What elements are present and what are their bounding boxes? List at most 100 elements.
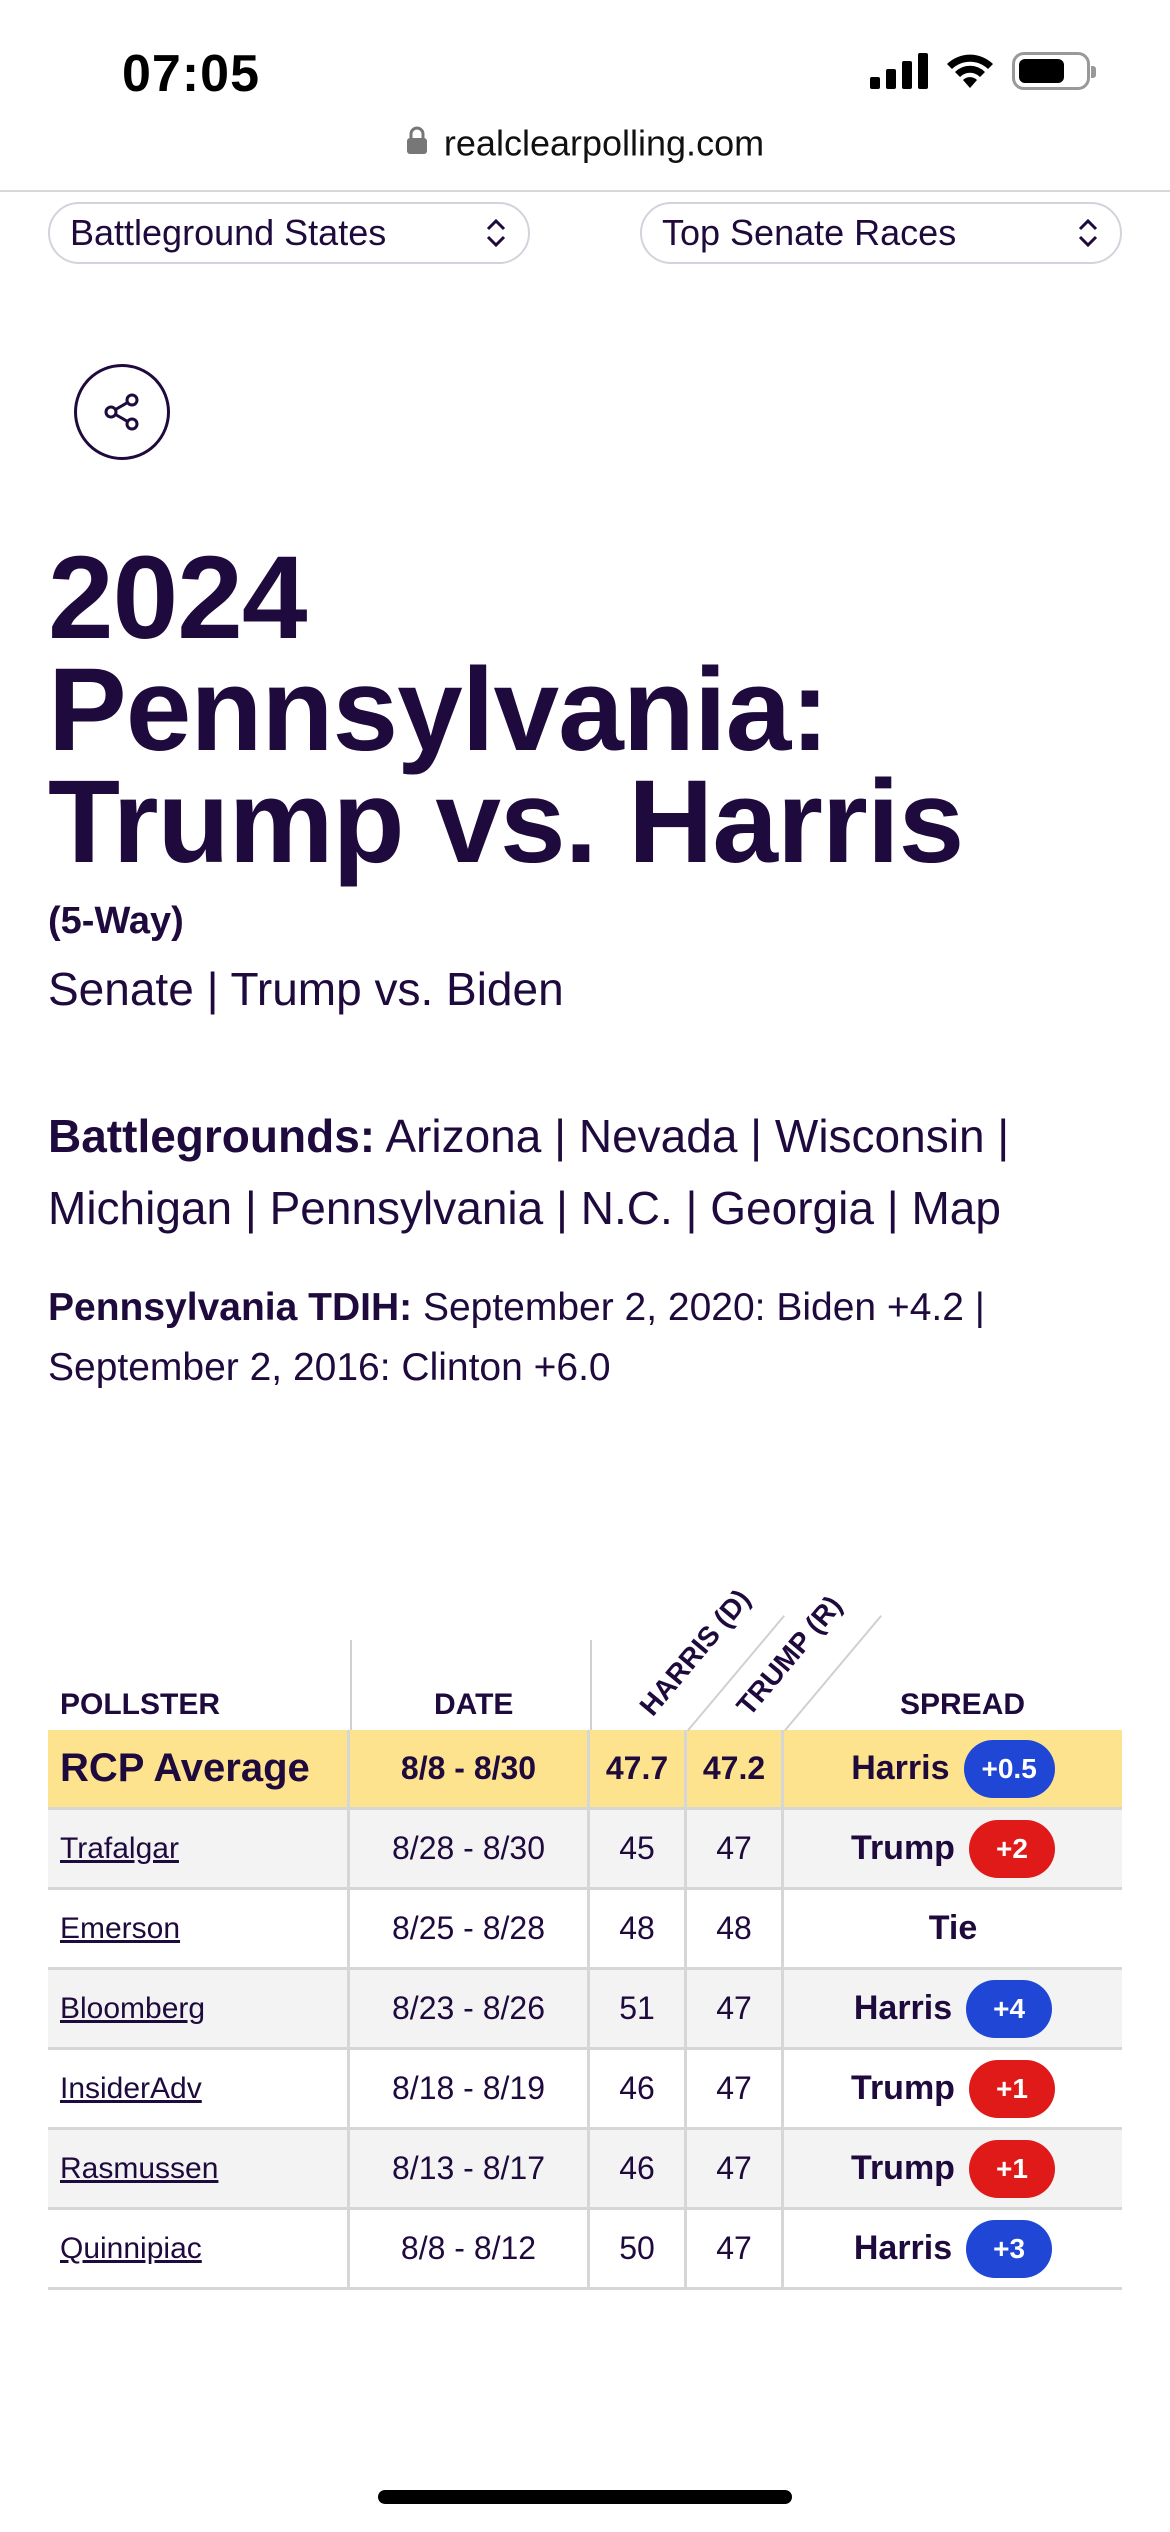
address-bar[interactable]: realclearpolling.com	[0, 120, 1170, 192]
spread-leader: Trump	[851, 2069, 955, 2107]
share-button[interactable]	[74, 364, 170, 460]
pollster-cell: RCP Average	[48, 1730, 350, 1807]
cellular-signal-icon	[870, 53, 928, 89]
pollster-header: POLLSTER	[60, 1688, 221, 1721]
date-cell: 8/25 - 8/28	[350, 1890, 590, 1967]
spread-leader: Harris	[853, 1989, 953, 2027]
pollster-link[interactable]: Rasmussen	[60, 2151, 219, 2185]
trump-cell: 47	[687, 2130, 784, 2207]
title-line: Pennsylvania:	[48, 644, 830, 776]
spread-badge: +0.5	[963, 1739, 1055, 1798]
chevron-updown-icon	[484, 215, 508, 251]
table-row: Emerson 8/25 - 8/28 48 48 Tie	[48, 1890, 1122, 1970]
pollster-link[interactable]: Trafalgar	[60, 1831, 179, 1865]
trump-cell: 47	[687, 1810, 784, 1887]
battery-icon	[1012, 52, 1096, 90]
pollster-cell: Trafalgar	[48, 1810, 350, 1887]
table-row: Rasmussen 8/13 - 8/17 46 47 Trump +1	[48, 2130, 1122, 2210]
harris-cell: 46	[590, 2130, 687, 2207]
poll-table: POLLSTER DATE HARRIS (D) TRUMP (R) SPREA…	[48, 1583, 1122, 2290]
pollster-cell: Bloomberg	[48, 1970, 350, 2047]
table-header: POLLSTER DATE HARRIS (D) TRUMP (R) SPREA…	[48, 1583, 1122, 1732]
url-text: realclearpolling.com	[443, 122, 765, 164]
spread-badge: +3	[966, 2219, 1053, 2278]
title-line: 2024	[48, 532, 308, 664]
spread-leader: Harris	[851, 1749, 950, 1787]
separator: |	[206, 963, 219, 1015]
battlegrounds-nav: Battlegrounds: Arizona | Nevada | Wiscon…	[48, 1110, 1010, 1234]
chevron-updown-icon	[1076, 215, 1100, 251]
table-row: Bloomberg 8/23 - 8/26 51 47 Harris +4	[48, 1970, 1122, 2050]
spread-leader: Harris	[853, 2229, 953, 2267]
harris-cell: 50	[590, 2210, 687, 2287]
spread-cell: Harris +0.5	[784, 1730, 1122, 1807]
harris-cell: 47.7	[590, 1730, 687, 1807]
battleground-link-pennsylvania[interactable]: Pennsylvania	[269, 1182, 544, 1234]
spread-cell: Harris +3	[784, 2210, 1122, 2287]
date-cell: 8/28 - 8/30	[350, 1810, 590, 1887]
spread-leader: Tie	[928, 1909, 978, 1947]
harris-cell: 46	[590, 2050, 687, 2127]
harris-cell: 48	[590, 1890, 687, 1967]
pollster-cell: Rasmussen	[48, 2130, 350, 2207]
battleground-link-arizona[interactable]: Arizona	[385, 1110, 542, 1162]
battleground-link-map[interactable]: Map	[911, 1182, 1001, 1234]
spread-badge: +2	[968, 1819, 1055, 1878]
column-divider	[590, 1640, 592, 1730]
divider	[0, 190, 1170, 192]
battleground-link-michigan[interactable]: Michigan	[48, 1182, 233, 1234]
spread-cell: Harris +4	[784, 1970, 1122, 2047]
battleground-link-nevada[interactable]: Nevada	[578, 1110, 738, 1162]
trump-vs-biden-link[interactable]: Trump vs. Biden	[230, 963, 564, 1015]
pollster-cell: Quinnipiac	[48, 2210, 350, 2287]
trump-cell: 47.2	[687, 1730, 784, 1807]
trump-cell: 47	[687, 2050, 784, 2127]
date-header: DATE	[434, 1688, 514, 1721]
tdih-entry[interactable]: September 2, 2020: Biden +4.2	[422, 1286, 964, 1329]
spread-leader: Trump	[851, 1829, 955, 1867]
lock-icon	[406, 122, 428, 164]
tdih-label: Pennsylvania TDIH:	[48, 1286, 413, 1329]
select-value: Top Senate Races	[662, 212, 957, 253]
battlegrounds-label: Battlegrounds:	[48, 1110, 376, 1162]
home-indicator[interactable]	[378, 2490, 792, 2504]
page-subtitle: (5-Way)	[48, 900, 184, 942]
table-row: Trafalgar 8/28 - 8/30 45 47 Trump +2	[48, 1810, 1122, 1890]
column-divider	[350, 1640, 352, 1730]
spread-header: SPREAD	[900, 1688, 1026, 1721]
harris-cell: 51	[590, 1970, 687, 2047]
spread-badge: +4	[966, 1979, 1053, 2038]
battleground-link-georgia[interactable]: Georgia	[710, 1182, 874, 1234]
battleground-link-wisconsin[interactable]: Wisconsin	[774, 1110, 985, 1162]
trump-cell: 47	[687, 1970, 784, 2047]
pollster-cell: Emerson	[48, 1890, 350, 1967]
spread-badge: +1	[968, 2139, 1055, 2198]
page-title: 2024 Pennsylvania: Trump vs. Harris	[48, 532, 1128, 881]
pollster-cell: InsiderAdv	[48, 2050, 350, 2127]
spread-cell: Tie	[784, 1890, 1122, 1967]
tdih-entry[interactable]: September 2, 2016: Clinton +6.0	[48, 1346, 611, 1389]
battleground-states-select[interactable]: Battleground States	[48, 202, 530, 264]
table-row: InsiderAdv 8/18 - 8/19 46 47 Trump +1	[48, 2050, 1122, 2130]
date-cell: 8/8 - 8/30	[350, 1730, 590, 1807]
rcp-average-row: RCP Average 8/8 - 8/30 47.7 47.2 Harris …	[48, 1730, 1122, 1810]
top-senate-races-select[interactable]: Top Senate Races	[640, 202, 1122, 264]
status-icons	[870, 52, 1096, 90]
date-cell: 8/13 - 8/17	[350, 2130, 590, 2207]
pollster-link[interactable]: Quinnipiac	[60, 2231, 202, 2265]
this-day-in-history: Pennsylvania TDIH: September 2, 2020: Bi…	[48, 1286, 985, 1389]
harris-cell: 45	[590, 1810, 687, 1887]
share-icon	[104, 393, 139, 431]
battleground-link-nc[interactable]: N.C.	[580, 1182, 673, 1234]
spread-cell: Trump +1	[784, 2050, 1122, 2127]
status-time: 07:05	[122, 45, 260, 103]
date-cell: 8/23 - 8/26	[350, 1970, 590, 2047]
spread-cell: Trump +2	[784, 1810, 1122, 1887]
pollster-link[interactable]: Emerson	[60, 1911, 181, 1945]
senate-link[interactable]: Senate	[48, 963, 194, 1015]
date-cell: 8/18 - 8/19	[350, 2050, 590, 2127]
poll-rows: Trafalgar 8/28 - 8/30 45 47 Trump +2 Emerson 8/…	[48, 1810, 1122, 2290]
select-value: Battleground States	[70, 212, 387, 253]
pollster-link[interactable]: InsiderAdv	[60, 2071, 202, 2105]
pollster-link[interactable]: Bloomberg	[60, 1991, 206, 2025]
